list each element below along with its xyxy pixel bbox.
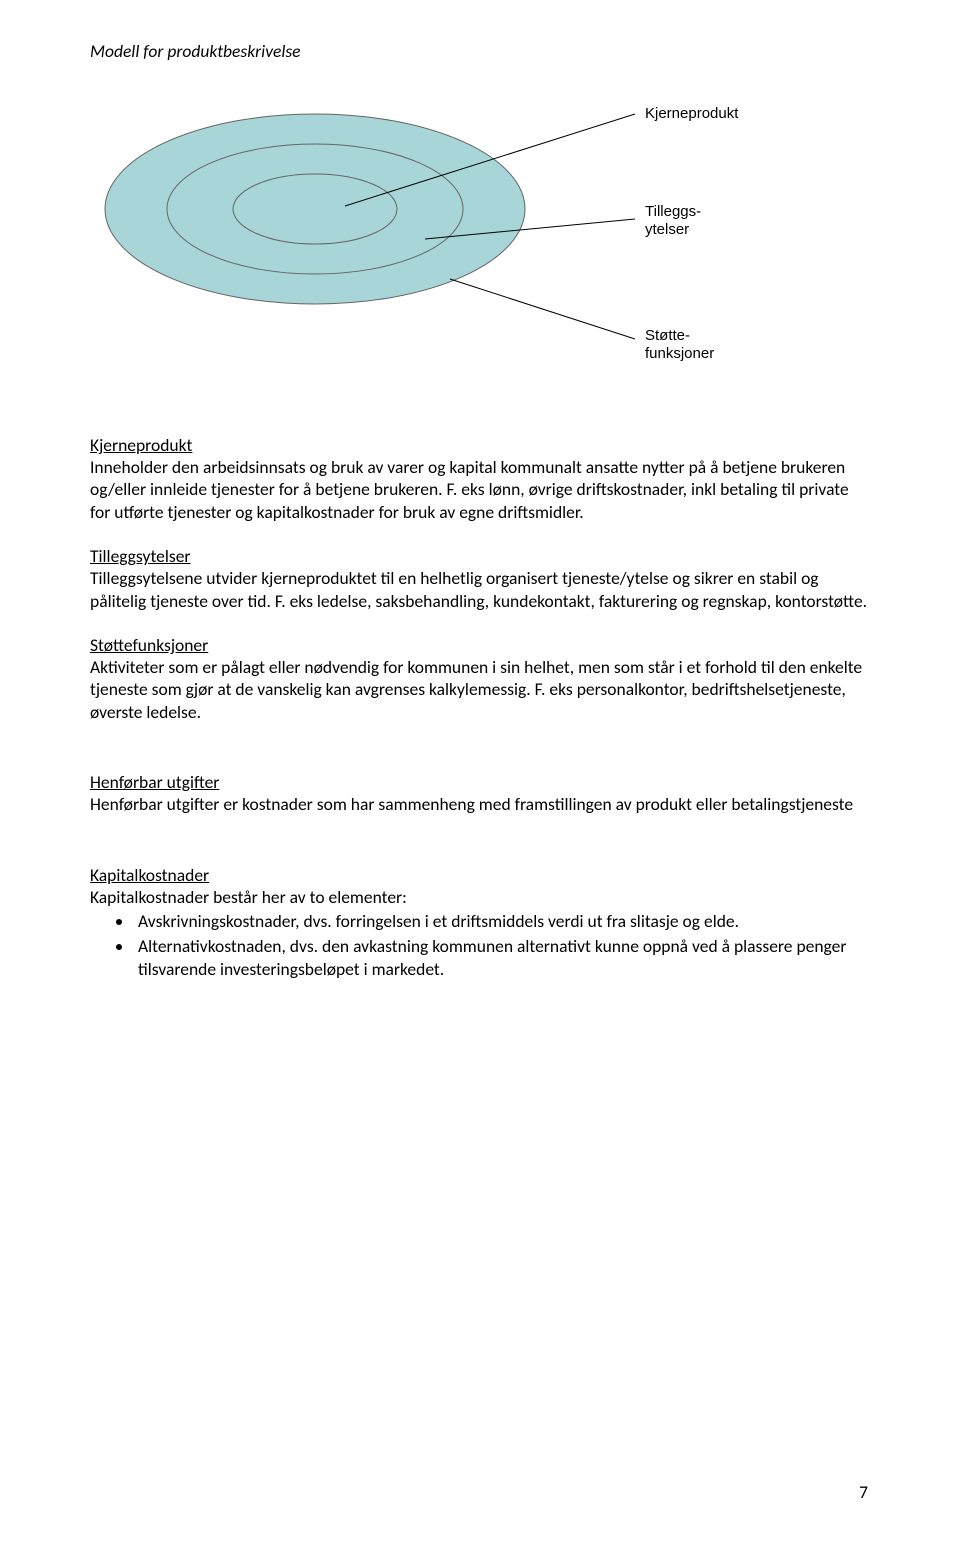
section-body: Tilleggsytelsene utvider kjerneproduktet… bbox=[90, 567, 870, 612]
svg-text:ytelser: ytelser bbox=[645, 221, 689, 238]
bullet-list: Avskrivningskostnader, dvs. forringelsen… bbox=[90, 910, 870, 981]
section-body: Aktiviteter som er pålagt eller nødvendi… bbox=[90, 656, 870, 723]
list-item: Alternativkostnaden, dvs. den avkastning… bbox=[134, 935, 870, 981]
svg-text:Støtte-: Støtte- bbox=[645, 327, 690, 344]
section-kapitalkostnader: Kapitalkostnader Kapitalkostnader består… bbox=[90, 864, 870, 982]
page-title: Modell for produktbeskrivelse bbox=[90, 40, 870, 62]
section-heading: Tilleggsytelser bbox=[90, 545, 870, 567]
section-heading: Støttefunksjoner bbox=[90, 634, 870, 656]
section-body: Inneholder den arbeidsinnsats og bruk av… bbox=[90, 456, 870, 523]
page-number: 7 bbox=[859, 1481, 868, 1503]
section-heading: Kjerneprodukt bbox=[90, 434, 870, 456]
section-henforbar: Henførbar utgifter Henførbar utgifter er… bbox=[90, 771, 870, 815]
document-page: Modell for produktbeskrivelse Kjerneprod… bbox=[0, 0, 960, 1543]
section-stottefunksjoner: Støttefunksjoner Aktiviteter som er påla… bbox=[90, 634, 870, 723]
product-model-diagram: Kjerneprodukt Tilleggs-ytelser Støtte-funk… bbox=[90, 84, 850, 404]
section-kjerneprodukt: Kjerneprodukt Inneholder den arbeidsinns… bbox=[90, 434, 870, 523]
svg-text:funksjoner: funksjoner bbox=[645, 345, 714, 362]
section-tilleggsytelser: Tilleggsytelser Tilleggsytelsene utvider… bbox=[90, 545, 870, 612]
section-heading: Henførbar utgifter bbox=[90, 771, 870, 793]
section-body: Henførbar utgifter er kostnader som har … bbox=[90, 793, 870, 815]
list-item: Avskrivningskostnader, dvs. forringelsen… bbox=[134, 910, 870, 933]
section-heading: Kapitalkostnader bbox=[90, 864, 870, 886]
section-body: Kapitalkostnader består her av to elemen… bbox=[90, 886, 870, 908]
svg-text:Kjerneprodukt: Kjerneprodukt bbox=[645, 105, 739, 122]
svg-text:Tilleggs-: Tilleggs- bbox=[645, 203, 701, 220]
